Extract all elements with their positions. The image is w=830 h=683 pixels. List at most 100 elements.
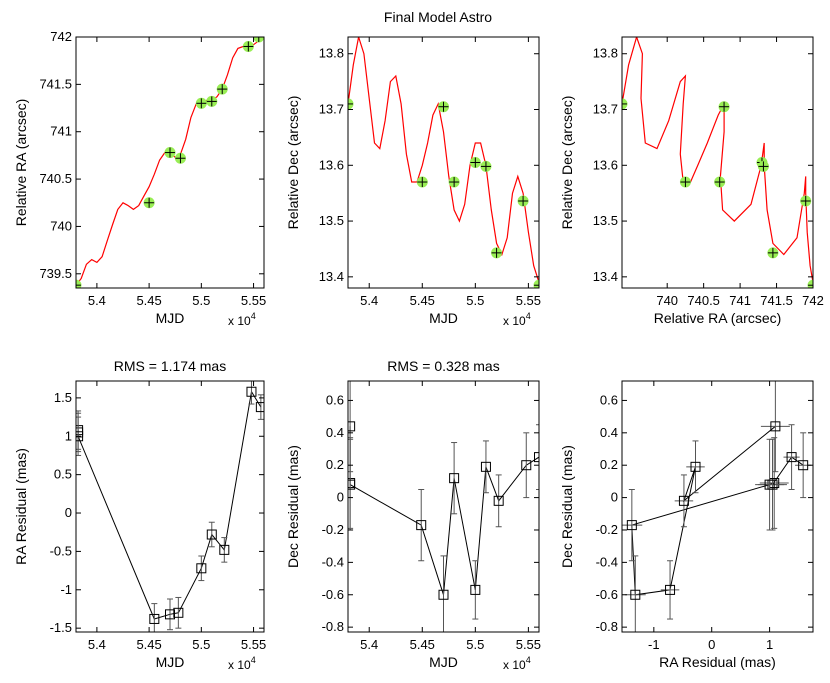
y-tick-label: 0.6 <box>600 392 618 407</box>
y-tick-label: 13.6 <box>593 157 618 172</box>
y-tick-label: 0.2 <box>600 457 618 472</box>
y-tick-label: -0.6 <box>596 587 618 602</box>
x-multiplier: x 104 <box>228 655 256 672</box>
panel-p2: 5.4 5.45 5.5 5.55 13.4 13.5 13.6 13.7 13.8 MJD Rel… <box>285 36 541 328</box>
x-tick-label: 742 <box>802 293 824 308</box>
panel-p6: -1 0 1 -0.8 -0.6 -0.4 -0.2 0 0.2 0.4 0.6 RA Residua… <box>559 380 814 670</box>
data-point <box>493 495 504 506</box>
panel-p1: 5.4 5.45 5.5 5.55 739.5 740 740.5 741 741.5 742 MJ… <box>13 29 266 328</box>
x-tick-label: 741.5 <box>760 293 793 308</box>
data-point <box>665 584 676 595</box>
plot-area <box>348 37 539 288</box>
y-tick-label: -0.8 <box>596 619 618 634</box>
y-axis-label: Relative RA (arcsec) <box>13 99 29 227</box>
axes-box <box>621 380 814 633</box>
model-curve <box>622 37 813 283</box>
y-tick-label: 0.6 <box>326 392 344 407</box>
y-tick-label: 0.4 <box>326 425 344 440</box>
x-tick-label: 1 <box>766 637 773 652</box>
x-multiplier: x 104 <box>228 311 256 328</box>
x-tick-label: 5.4 <box>360 293 378 308</box>
data-point <box>149 613 160 624</box>
y-axis-label: Dec Residual (mas) <box>285 445 301 568</box>
y-tick-label: 0.5 <box>54 467 72 482</box>
x-axis-label: MJD <box>156 310 185 326</box>
data-point <box>196 563 207 574</box>
model-curve <box>348 37 539 283</box>
y-tick-label: 740.5 <box>39 171 72 186</box>
figure-title: Final Model Astro <box>384 9 492 25</box>
data-point <box>480 461 491 472</box>
x-axis-label: Relative RA (arcsec) <box>654 310 782 326</box>
y-tick-label: 13.4 <box>319 269 344 284</box>
y-tick-label: 742 <box>50 29 72 44</box>
y-tick-label: 1.5 <box>54 390 72 405</box>
data-point <box>173 607 184 618</box>
data-point <box>786 452 797 463</box>
axes-box <box>75 380 265 633</box>
x-tick-label: -1 <box>648 637 660 652</box>
plot-area <box>76 37 264 288</box>
y-tick-label: 13.7 <box>319 102 344 117</box>
plot-area <box>622 381 812 632</box>
y-tick-label: 13.6 <box>319 157 344 172</box>
x-tick-label: 740 <box>656 293 678 308</box>
y-tick-label: 13.7 <box>593 102 618 117</box>
y-tick-label: 13.8 <box>593 46 618 61</box>
axes-box <box>347 36 540 289</box>
x-tick-label: 5.45 <box>410 637 435 652</box>
x-tick-label: 5.4 <box>88 637 106 652</box>
x-tick-label: 5.5 <box>466 293 484 308</box>
x-multiplier: x 104 <box>503 311 531 328</box>
x-tick-label: 5.5 <box>192 637 210 652</box>
data-point <box>348 421 356 432</box>
data-point <box>521 460 532 471</box>
data-point <box>246 386 257 397</box>
y-axis-label: Dec Residual (mas) <box>559 445 575 568</box>
y-tick-label: -0.2 <box>596 522 618 537</box>
y-tick-label: -0.2 <box>322 522 344 537</box>
data-point <box>630 589 641 600</box>
y-tick-label: 1 <box>65 428 72 443</box>
panel-title: RMS = 0.328 mas <box>387 358 499 374</box>
y-tick-label: -0.4 <box>322 554 344 569</box>
observation-marker <box>807 279 813 288</box>
y-tick-label: 13.5 <box>319 213 344 228</box>
x-tick-label: 5.55 <box>241 293 266 308</box>
data-point <box>348 479 356 490</box>
x-tick-label: 741 <box>729 293 751 308</box>
y-tick-label: -1 <box>60 582 72 597</box>
plot-area <box>76 381 264 632</box>
x-axis-label: MJD <box>429 310 458 326</box>
axes-box <box>75 36 265 289</box>
data-point <box>438 589 449 600</box>
x-axis-label: MJD <box>156 654 185 670</box>
x-tick-label: 5.4 <box>88 293 106 308</box>
data-point <box>626 520 637 531</box>
observation-marker <box>76 279 82 288</box>
y-tick-label: 741 <box>50 124 72 139</box>
data-point <box>798 460 809 471</box>
y-tick-label: 0 <box>337 490 344 505</box>
data-point <box>255 402 264 413</box>
y-tick-label: 0 <box>65 505 72 520</box>
panel-title: RMS = 1.174 mas <box>114 358 226 374</box>
data-point <box>470 584 481 595</box>
x-tick-label: 5.55 <box>516 293 541 308</box>
x-tick-label: 0 <box>708 637 715 652</box>
y-tick-label: 0 <box>611 490 618 505</box>
y-tick-label: 13.4 <box>593 269 618 284</box>
x-tick-label: 5.5 <box>192 293 210 308</box>
x-tick-label: 5.55 <box>241 637 266 652</box>
panel-p4: 5.4 5.45 5.5 5.55 -1.5 -1 -0.5 0 0.5 1 1.5 MJD RA Re… <box>13 358 266 672</box>
x-tick-label: 740.5 <box>687 293 720 308</box>
data-point <box>165 609 175 620</box>
y-tick-label: 741.5 <box>39 76 72 91</box>
residual-line <box>349 426 539 595</box>
y-tick-label: -1.5 <box>50 620 72 635</box>
x-tick-label: 5.45 <box>410 293 435 308</box>
y-tick-label: -0.5 <box>50 543 72 558</box>
panel-p3: 740 740.5 741 741.5 742 13.4 13.5 13.6 13.7 13.8 R… <box>559 36 824 326</box>
residual-line <box>631 425 804 596</box>
